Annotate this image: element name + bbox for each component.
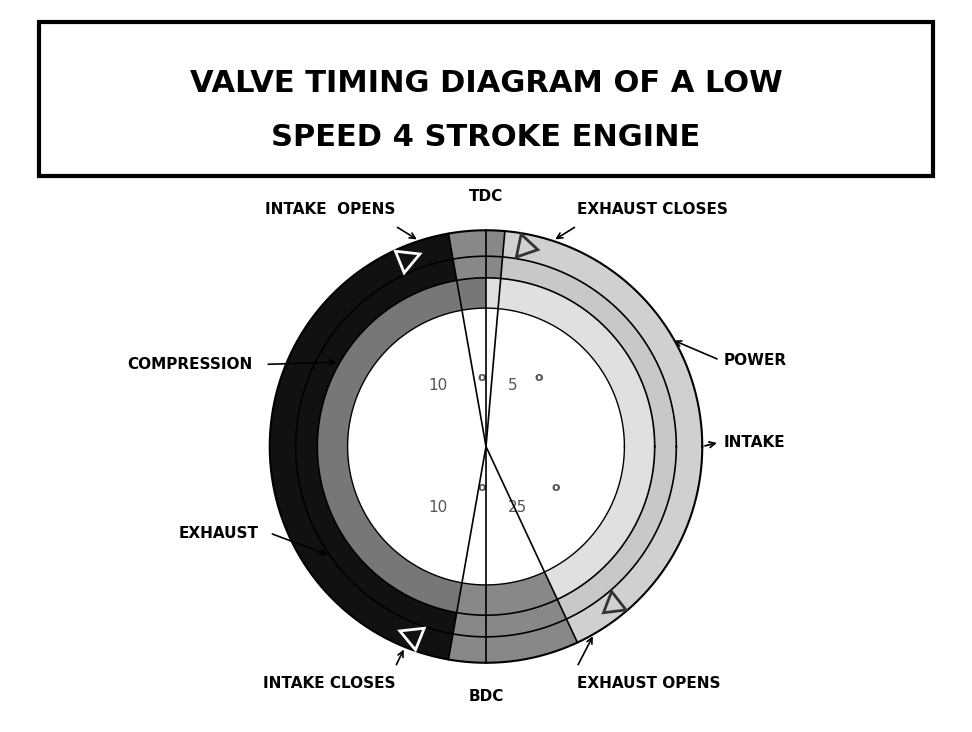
Text: TDC: TDC <box>469 190 503 204</box>
Text: INTAKE CLOSES: INTAKE CLOSES <box>262 676 396 691</box>
Text: INTAKE  OPENS: INTAKE OPENS <box>264 202 396 217</box>
Text: EXHAUST: EXHAUST <box>179 526 259 540</box>
Text: VALVE TIMING DIAGRAM OF A LOW: VALVE TIMING DIAGRAM OF A LOW <box>190 69 782 98</box>
Wedge shape <box>317 278 486 615</box>
Wedge shape <box>486 278 655 615</box>
Text: EXHAUST CLOSES: EXHAUST CLOSES <box>576 202 728 217</box>
Text: COMPRESSION: COMPRESSION <box>127 356 253 372</box>
Wedge shape <box>448 619 577 662</box>
Text: SPEED 4 STROKE ENGINE: SPEED 4 STROKE ENGINE <box>271 123 701 152</box>
Wedge shape <box>448 231 703 662</box>
Text: EXHAUST OPENS: EXHAUST OPENS <box>576 676 720 691</box>
Wedge shape <box>295 259 567 637</box>
Text: $\mathbf{o}$: $\mathbf{o}$ <box>477 371 487 384</box>
Text: $\mathbf{o}$: $\mathbf{o}$ <box>551 481 561 494</box>
Text: BDC: BDC <box>469 689 503 703</box>
Wedge shape <box>453 256 503 280</box>
Text: POWER: POWER <box>724 353 787 367</box>
Text: 25: 25 <box>507 499 527 515</box>
Wedge shape <box>453 257 677 637</box>
Text: $\mathbf{o}$: $\mathbf{o}$ <box>534 371 543 384</box>
Wedge shape <box>448 231 504 259</box>
Text: $\mathbf{o}$: $\mathbf{o}$ <box>477 481 487 494</box>
Wedge shape <box>457 572 557 615</box>
Text: 5: 5 <box>507 378 517 394</box>
Text: 10: 10 <box>428 499 447 515</box>
Text: INTAKE: INTAKE <box>724 435 785 449</box>
Text: 10: 10 <box>428 378 447 394</box>
Wedge shape <box>269 231 577 662</box>
Wedge shape <box>453 600 567 637</box>
